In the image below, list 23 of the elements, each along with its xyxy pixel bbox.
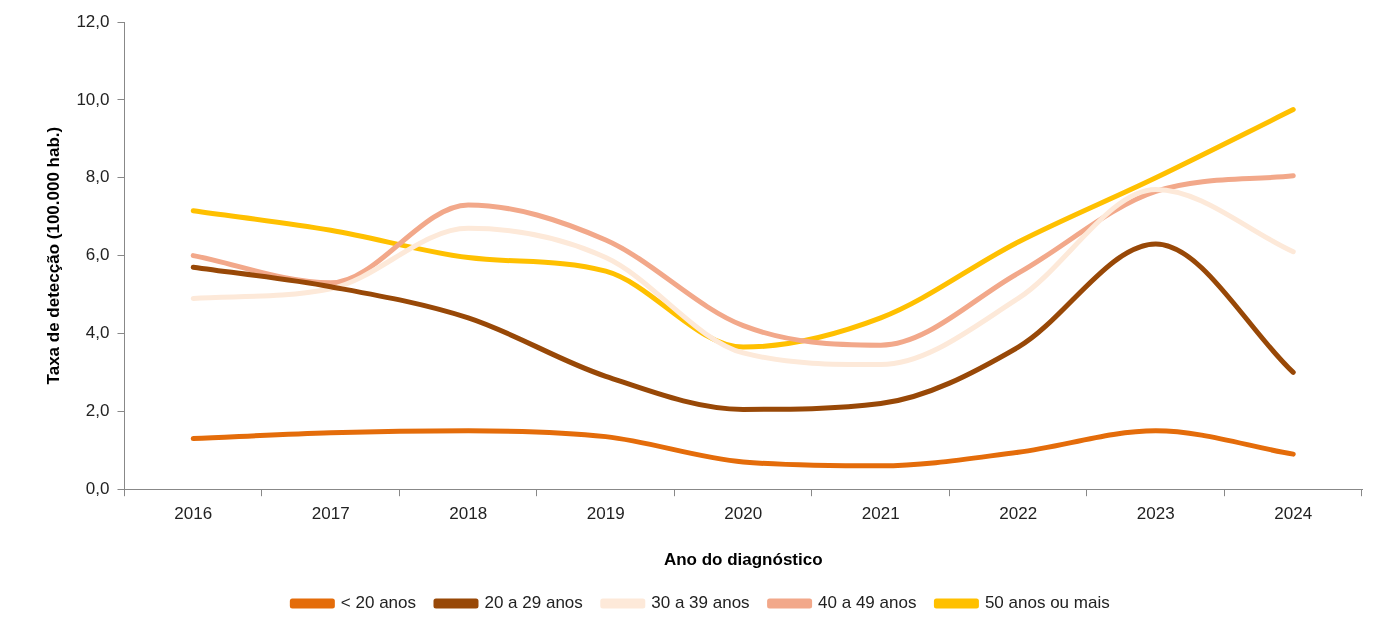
x-tick-label: 2017	[311, 504, 350, 524]
y-tick-label: 0,0	[85, 478, 110, 498]
y-axis-title: Taxa de detecção (100.000 hab.)	[43, 126, 63, 385]
x-tick-label: 2024	[1274, 504, 1313, 524]
y-tick-label: 10,0	[76, 89, 110, 109]
legend-label: 20 a 29 anos	[484, 593, 583, 613]
x-tick-label: 2021	[861, 504, 900, 524]
x-tick-label: 2020	[724, 504, 763, 524]
y-tick-label: 12,0	[76, 11, 110, 31]
legend-label: 40 a 49 anos	[818, 593, 917, 613]
x-tick-label: 2019	[586, 504, 625, 524]
x-tick-label: 2022	[999, 504, 1038, 524]
x-axis-title: Ano do diagnóstico	[663, 550, 823, 570]
x-tick-label: 2016	[174, 504, 213, 524]
y-tick-label: 2,0	[85, 401, 110, 421]
y-tick-label: 4,0	[85, 323, 110, 343]
x-tick-label: 2018	[449, 504, 488, 524]
y-tick-label: 8,0	[85, 167, 110, 187]
legend-label: 30 a 39 anos	[651, 593, 750, 613]
legend-label: < 20 anos	[340, 593, 416, 613]
x-tick-label: 2023	[1136, 504, 1175, 524]
y-tick-label: 6,0	[85, 245, 110, 265]
legend-label: 50 anos ou mais	[984, 593, 1110, 613]
